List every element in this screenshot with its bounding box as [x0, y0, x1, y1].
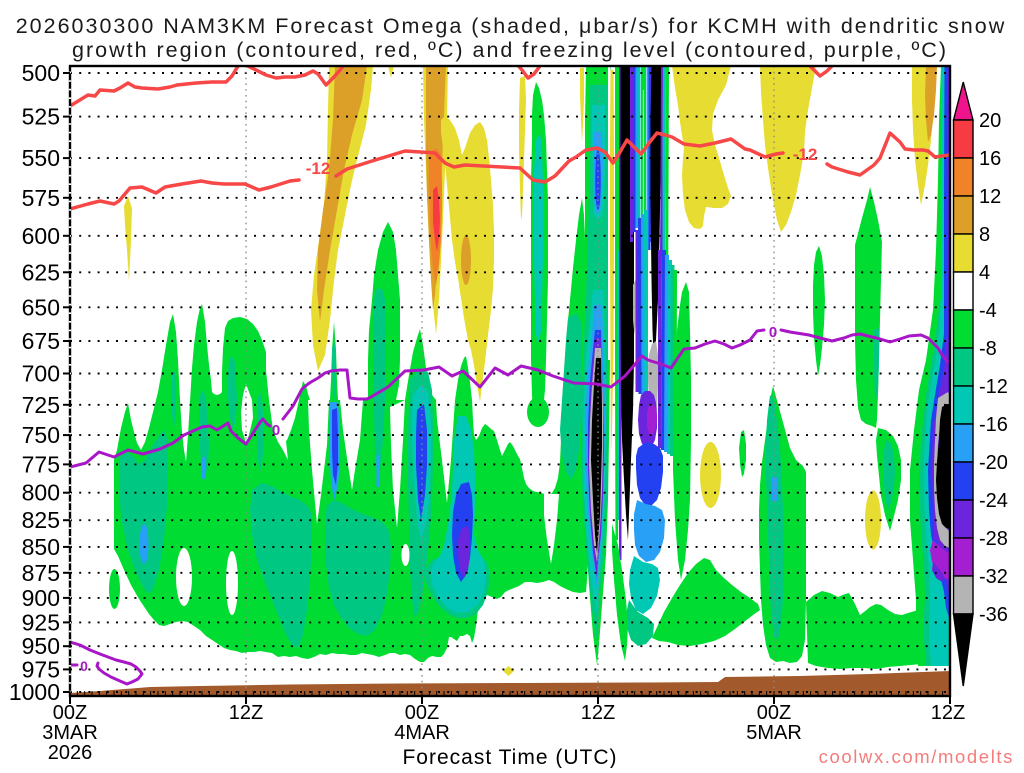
svg-text:-36: -36 [979, 604, 1008, 626]
svg-text:825: 825 [22, 507, 60, 533]
svg-text:775: 775 [22, 451, 60, 477]
svg-text:700: 700 [22, 361, 60, 387]
svg-text:525: 525 [22, 104, 60, 130]
svg-text:675: 675 [22, 328, 60, 354]
svg-text:12Z: 12Z [229, 702, 263, 724]
svg-text:16: 16 [979, 148, 1001, 170]
svg-text:00Z: 00Z [405, 702, 439, 724]
svg-text:2026030300 NAM3KM Forecast Ome: 2026030300 NAM3KM Forecast Omega (shaded… [16, 14, 1007, 38]
svg-text:875: 875 [22, 560, 60, 586]
svg-text:900: 900 [22, 585, 60, 611]
svg-text:-20: -20 [979, 452, 1008, 474]
svg-text:975: 975 [22, 656, 60, 682]
svg-text:Forecast Time (UTC): Forecast Time (UTC) [402, 746, 617, 768]
svg-text:-8: -8 [979, 338, 997, 360]
svg-text:-16: -16 [979, 414, 1008, 436]
svg-text:8: 8 [979, 224, 990, 246]
svg-text:575: 575 [22, 185, 60, 211]
svg-text:-32: -32 [979, 566, 1008, 588]
svg-text:12: 12 [979, 186, 1001, 208]
svg-text:12Z: 12Z [581, 702, 615, 724]
svg-text:1000: 1000 [9, 679, 60, 705]
svg-text:950: 950 [22, 633, 60, 659]
svg-text:-24: -24 [979, 490, 1008, 512]
svg-text:0: 0 [80, 658, 88, 674]
svg-text:-12: -12 [979, 376, 1008, 398]
svg-text:925: 925 [22, 609, 60, 635]
svg-text:12Z: 12Z [931, 702, 965, 724]
svg-text:2026: 2026 [48, 742, 93, 764]
svg-text:550: 550 [22, 145, 60, 171]
svg-text:750: 750 [22, 422, 60, 448]
svg-text:0: 0 [272, 422, 280, 439]
svg-text:4MAR: 4MAR [394, 722, 450, 744]
svg-text:00Z: 00Z [53, 702, 87, 724]
svg-text:800: 800 [22, 480, 60, 506]
svg-text:-12: -12 [306, 159, 331, 178]
svg-text:-12: -12 [793, 145, 818, 164]
svg-text:850: 850 [22, 534, 60, 560]
svg-text:growth region (contoured, red,: growth region (contoured, red, ºC) and f… [72, 38, 948, 62]
svg-text:0: 0 [769, 324, 777, 341]
svg-text:625: 625 [22, 259, 60, 285]
svg-text:725: 725 [22, 392, 60, 418]
svg-text:coolwx.com/modelts: coolwx.com/modelts [819, 746, 1014, 767]
svg-text:500: 500 [22, 60, 60, 86]
svg-text:-28: -28 [979, 528, 1008, 550]
svg-text:650: 650 [22, 294, 60, 320]
svg-text:4: 4 [979, 262, 990, 284]
svg-text:600: 600 [22, 223, 60, 249]
svg-text:00Z: 00Z [757, 702, 791, 724]
svg-text:-4: -4 [979, 300, 997, 322]
svg-text:3MAR: 3MAR [42, 722, 98, 744]
svg-text:20: 20 [979, 110, 1001, 132]
svg-text:5MAR: 5MAR [746, 722, 802, 744]
